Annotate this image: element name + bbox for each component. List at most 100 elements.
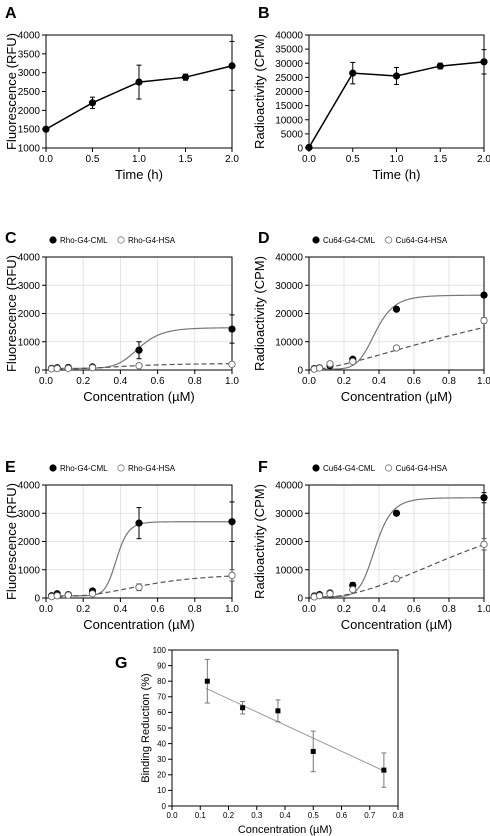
x-tick-label-a: 2.0 — [225, 154, 239, 165]
y-tick-label-b: 35000 — [275, 45, 303, 56]
legend-marker-d — [384, 236, 393, 244]
data-point-b — [436, 62, 444, 70]
x-axis-title-g: Concentration (µM) — [238, 824, 332, 836]
data-point-d — [315, 364, 324, 372]
legend-marker-e — [49, 464, 57, 472]
y-tick-label-a: 3500 — [18, 49, 41, 60]
data-point-e — [53, 592, 61, 600]
y-tick-label-b: 0 — [297, 144, 303, 155]
data-point-f — [349, 585, 357, 594]
data-point-f — [315, 592, 324, 600]
data-point-f — [480, 494, 488, 502]
y-tick-label-a: 1500 — [18, 125, 41, 136]
y-tick-label-g: 30 — [157, 755, 166, 764]
y-tick-label-d: 20000 — [275, 309, 303, 320]
y-tick-label-b: 15000 — [275, 101, 303, 112]
y-tick-label-b: 20000 — [275, 87, 303, 98]
y-tick-label-b: 10000 — [275, 115, 303, 126]
x-tick-label-d: 0.2 — [337, 376, 351, 387]
x-axis-title-b: Time (h) — [373, 167, 421, 182]
legend-label-f: Cu64-G4-HSA — [396, 464, 448, 473]
x-tick-label-c: 0.2 — [76, 376, 90, 387]
x-tick-label-c: 0.0 — [39, 376, 53, 387]
data-point-d — [392, 305, 401, 313]
x-tick-label-a: 1.5 — [179, 154, 193, 165]
legend-marker-c — [49, 236, 57, 244]
data-point-c — [228, 325, 236, 333]
data-point-d — [480, 316, 488, 325]
data-point-d — [480, 291, 488, 299]
x-axis-title-f: Concentration (µM) — [341, 617, 453, 632]
y-tick-label-g: 20 — [157, 771, 166, 780]
x-tick-label-a: 1.0 — [132, 154, 146, 165]
data-point-b — [305, 143, 313, 152]
legend-marker-f — [312, 464, 320, 472]
x-axis-title-d: Concentration (µM) — [341, 389, 453, 404]
y-axis-title-c: Fluorescence (RFU) — [4, 255, 19, 372]
data-point-f — [326, 590, 334, 598]
y-tick-label-g: 0 — [162, 802, 167, 811]
data-point-c — [228, 360, 236, 368]
data-point-e — [88, 590, 97, 598]
y-tick-label-f: 10000 — [275, 565, 303, 576]
data-point-e — [228, 518, 236, 526]
x-tick-label-b: 1.0 — [390, 154, 404, 165]
data-point-c — [64, 364, 72, 372]
y-tick-label-a: 1000 — [18, 144, 41, 155]
y-tick-label-a: 3000 — [18, 68, 41, 79]
x-axis-title-e: Concentration (µM) — [83, 617, 195, 632]
fit-line-g — [205, 687, 387, 773]
x-tick-label-f: 0.0 — [302, 604, 316, 615]
x-tick-label-g: 0.7 — [364, 811, 376, 820]
data-point-g — [310, 748, 316, 754]
y-axis-title-d: Radioactivity (CPM) — [252, 256, 267, 371]
y-tick-label-g: 100 — [153, 646, 167, 655]
data-point-f — [392, 575, 401, 583]
x-tick-label-a: 0.5 — [86, 154, 100, 165]
data-point-d — [349, 357, 357, 366]
x-tick-label-b: 2.0 — [477, 154, 490, 165]
panel-label-f: F — [258, 459, 268, 476]
y-tick-label-f: 20000 — [275, 537, 303, 548]
y-tick-label-d: 40000 — [275, 253, 303, 264]
y-tick-label-c: 0 — [34, 366, 40, 377]
legend-marker-c — [117, 236, 125, 244]
y-tick-label-d: 30000 — [275, 281, 303, 292]
legend-label-e: Rho-G4-CML — [60, 464, 108, 473]
x-tick-label-f: 0.8 — [442, 604, 456, 615]
y-tick-label-b: 40000 — [275, 31, 303, 42]
panel-label-d: D — [258, 230, 270, 247]
panel-label-c: C — [5, 230, 17, 247]
data-point-f — [480, 540, 488, 548]
y-tick-label-c: 2000 — [18, 309, 41, 320]
x-tick-label-g: 0.5 — [308, 811, 320, 820]
x-tick-label-g: 0.2 — [223, 811, 235, 820]
data-point-c — [88, 364, 97, 372]
data-point-g — [240, 705, 246, 711]
x-tick-label-d: 0.8 — [442, 376, 456, 387]
data-point-e — [228, 571, 236, 580]
y-axis-title-a: Fluorescence (RFU) — [4, 33, 19, 150]
legend-label-c: Rho-G4-CML — [60, 236, 108, 245]
plot-frame-g — [171, 649, 399, 807]
fit-curve-c-0 — [49, 327, 233, 369]
y-tick-label-g: 10 — [157, 786, 166, 795]
x-tick-label-d: 0.0 — [302, 376, 316, 387]
data-point-a — [135, 78, 143, 86]
fit-curve-f-1 — [312, 543, 485, 599]
legend-label-c: Rho-G4-HSA — [128, 236, 176, 245]
y-tick-label-f: 30000 — [275, 509, 303, 520]
x-tick-label-b: 1.5 — [433, 154, 447, 165]
y-tick-label-b: 25000 — [275, 73, 303, 84]
x-axis-title-a: Time (h) — [115, 167, 163, 182]
y-axis-title-e: Fluorescence (RFU) — [4, 483, 19, 600]
y-tick-label-d: 10000 — [275, 337, 303, 348]
fit-curve-d-0 — [312, 294, 485, 370]
y-tick-label-c: 1000 — [18, 337, 41, 348]
x-tick-label-g: 0.3 — [251, 811, 263, 820]
panel-label-e: E — [5, 459, 16, 476]
x-tick-label-a: 0.0 — [39, 154, 53, 165]
panel-label-a: A — [5, 5, 17, 22]
x-tick-label-g: 0.0 — [166, 811, 178, 820]
data-point-a — [181, 73, 190, 81]
